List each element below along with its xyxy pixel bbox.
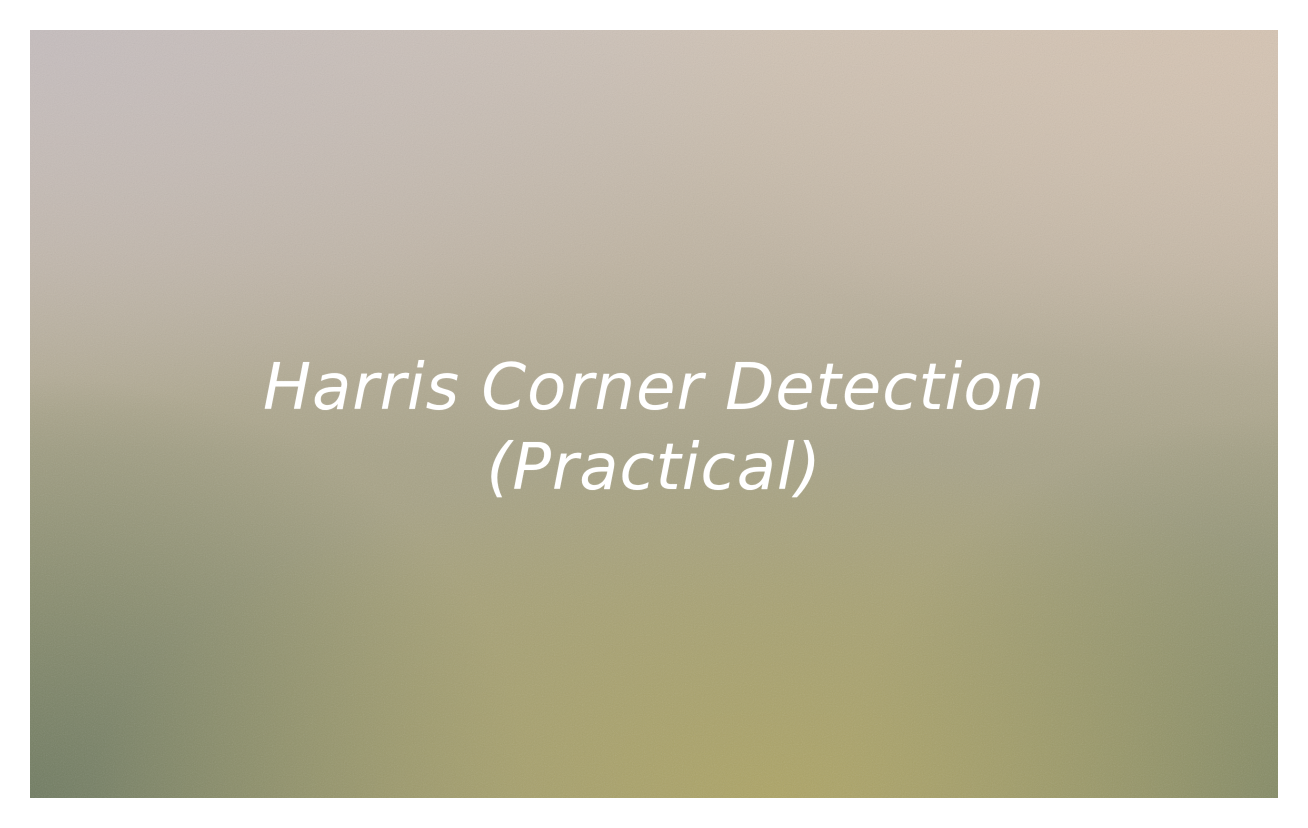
title-slide: Harris Corner Detection (Practical): [30, 30, 1278, 798]
slide-title-line-2: (Practical): [486, 431, 822, 505]
slide-title-line-1: Harris Corner Detection: [262, 351, 1046, 425]
slide-title: Harris Corner Detection (Practical): [30, 348, 1278, 508]
